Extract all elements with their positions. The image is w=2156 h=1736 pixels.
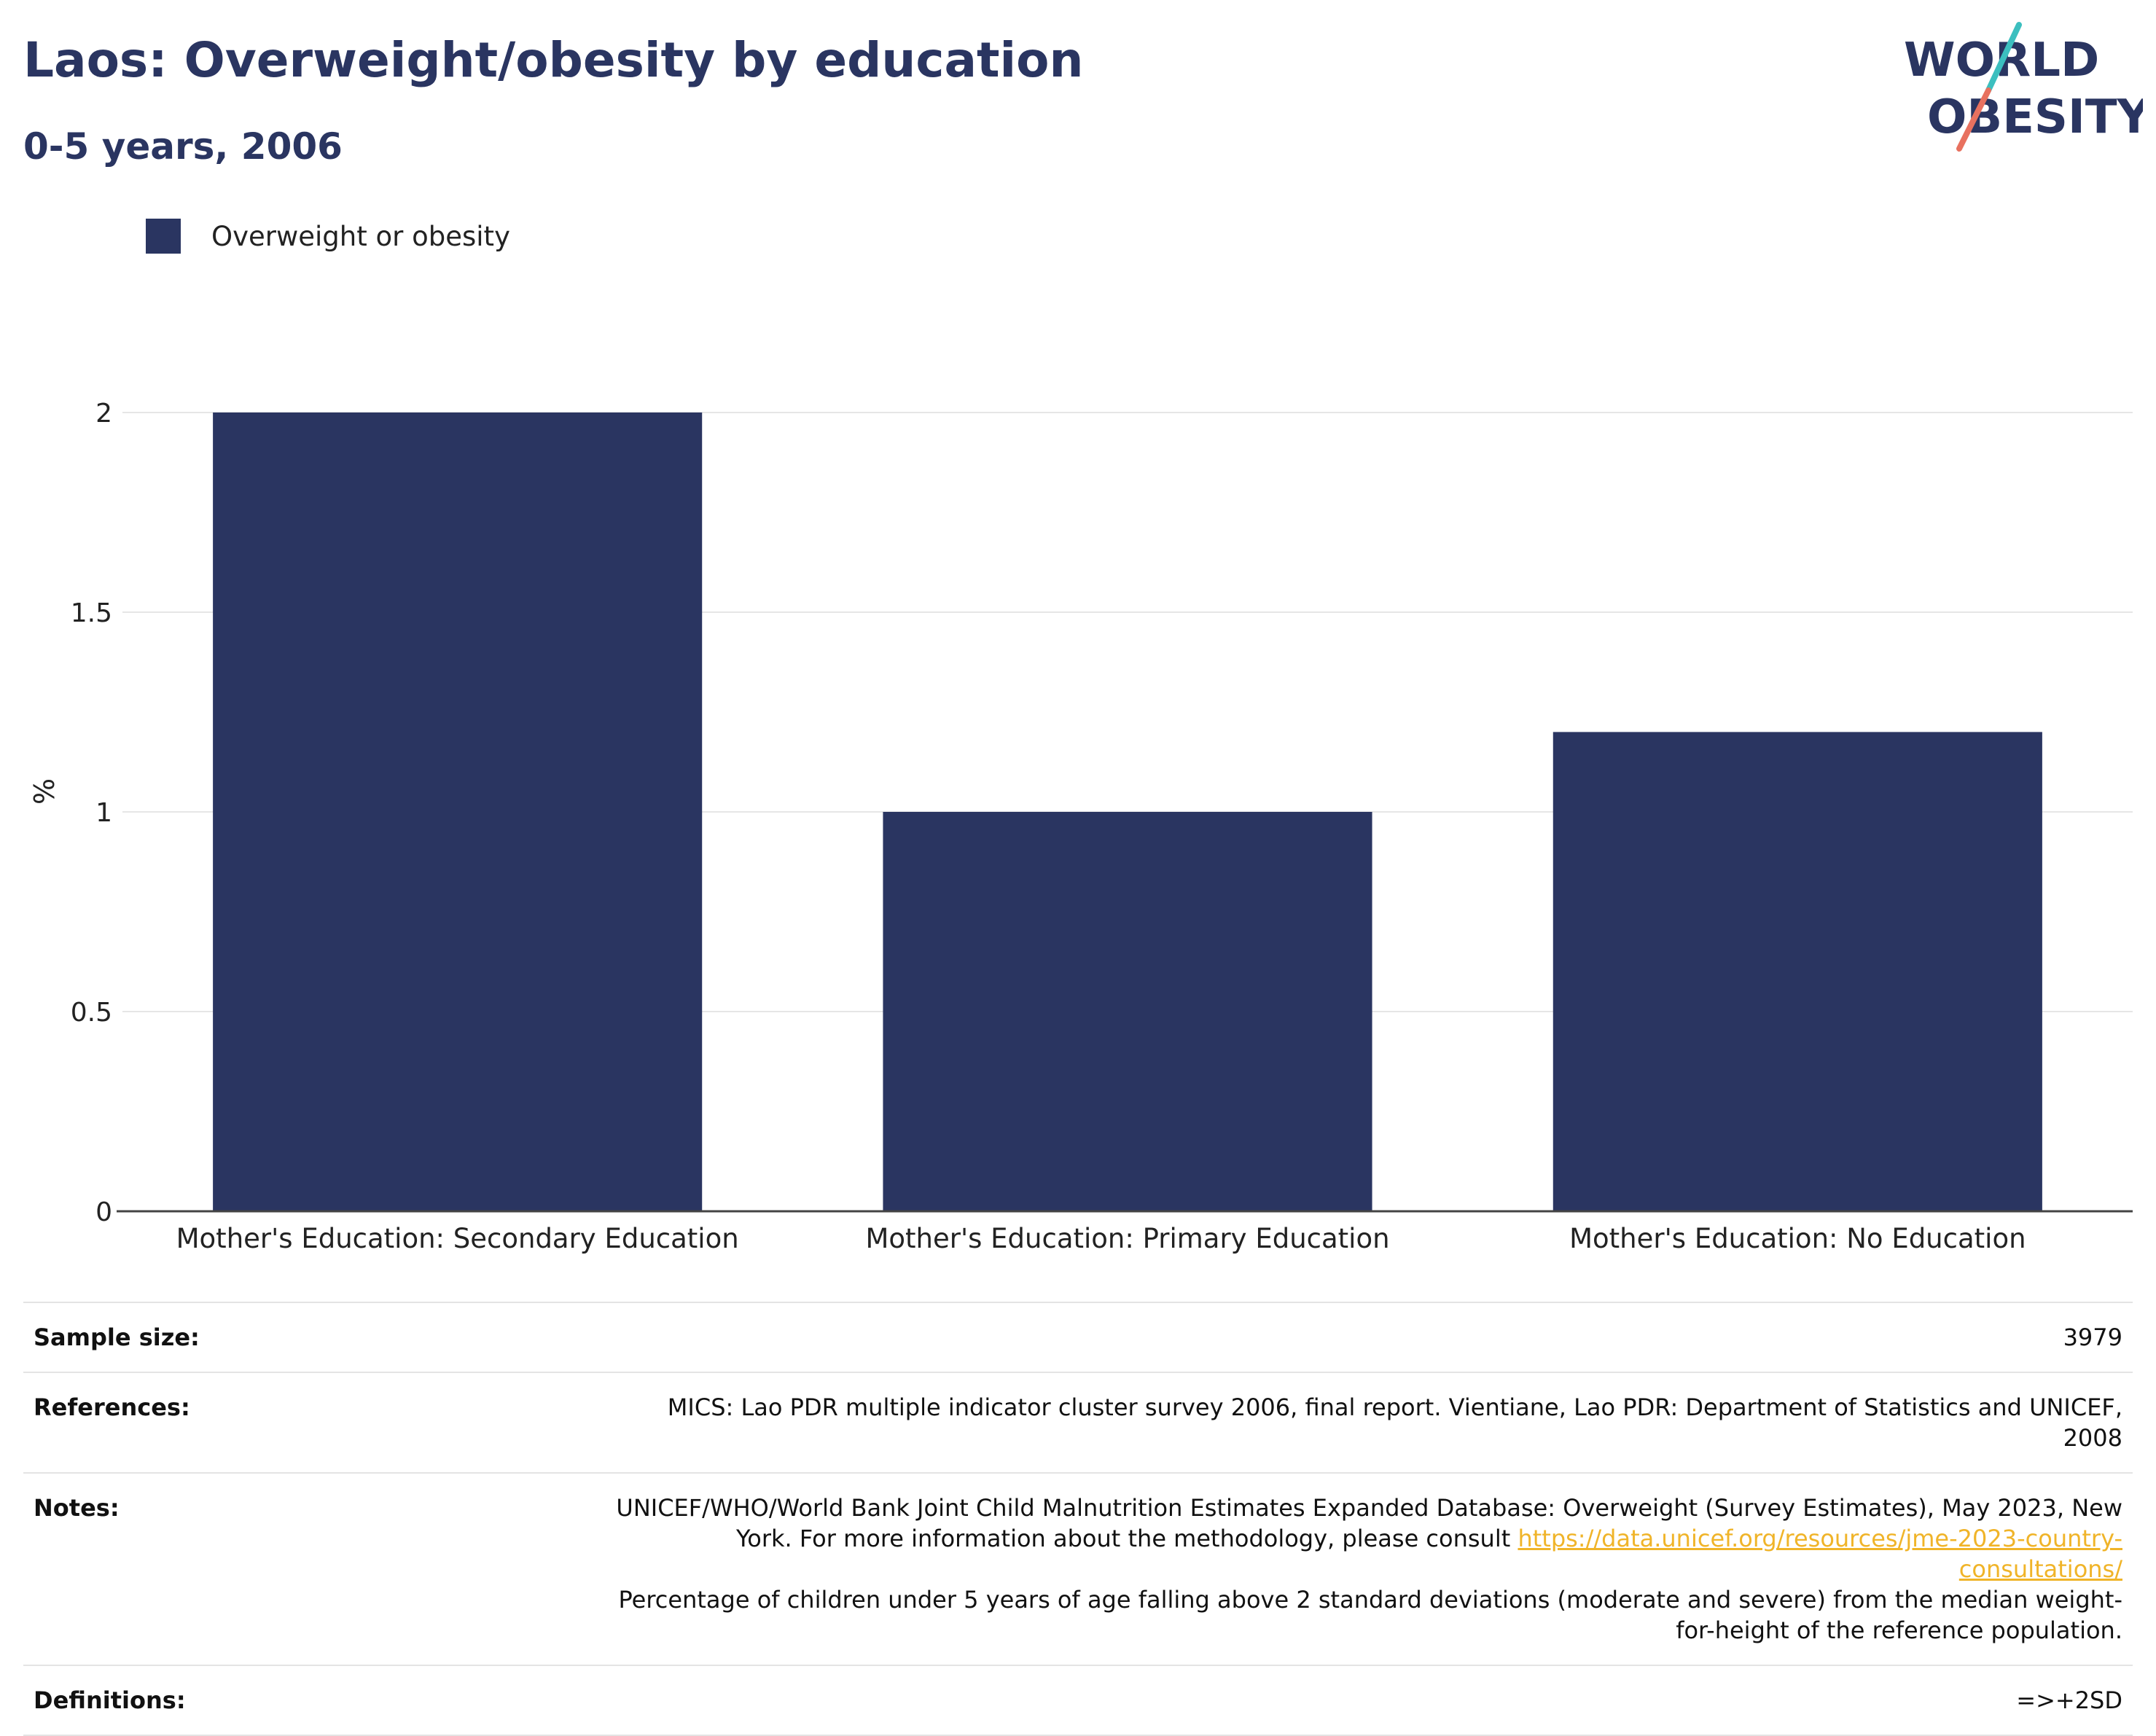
x-tick-label: Mother's Education: Secondary Education: [176, 1223, 739, 1254]
legend-label: Overweight or obesity: [211, 220, 510, 252]
bar: [883, 812, 1372, 1211]
definitions-row: Definitions: =>+2SD: [23, 1665, 2133, 1736]
sample-size-label: Sample size:: [34, 1323, 200, 1351]
bar: [213, 413, 703, 1211]
definitions-label: Definitions:: [34, 1686, 186, 1714]
info-table: Sample size: 3979 References: MICS: Lao …: [23, 1302, 2133, 1736]
bar: [1552, 732, 2042, 1211]
references-label: References:: [34, 1393, 190, 1421]
bars: [213, 413, 2042, 1211]
y-axis-title: %: [28, 778, 60, 805]
notes-text-post: Percentage of children under 5 years of …: [618, 1586, 2123, 1644]
world-obesity-logo: WORLD OBESITY: [1904, 22, 2143, 152]
references-value: MICS: Lao PDR multiple indicator cluster…: [667, 1393, 2122, 1452]
notes-link[interactable]: https://data.unicef.org/resources/jme-20…: [1518, 1525, 2122, 1583]
y-tick-label: 0: [95, 1197, 112, 1227]
axes: 0 0.5 1 1.5 2 Mother's Education: Secondary E…: [71, 399, 2133, 1254]
legend-swatch: [146, 219, 181, 254]
x-tick-label: Mother's Education: Primary Education: [865, 1223, 1389, 1254]
bar-chart: 0 0.5 1 1.5 2 Mother's Education: Secondary E…: [28, 399, 2133, 1254]
y-tick-label: 1: [95, 798, 112, 828]
sample-size-row: Sample size: 3979: [23, 1302, 2133, 1372]
logo-slash-bottom: [1956, 87, 1991, 152]
notes-text-pre: UNICEF/WHO/World Bank Joint Child Malnut…: [616, 1494, 2122, 1552]
notes-label: Notes:: [34, 1494, 120, 1522]
chart-subtitle: 0-5 years, 2006: [23, 125, 343, 168]
legend: Overweight or obesity: [146, 216, 510, 257]
y-tick-label: 1.5: [71, 598, 112, 628]
notes-value: UNICEF/WHO/World Bank Joint Child Malnut…: [606, 1493, 2122, 1646]
y-tick-label: 2: [95, 399, 112, 429]
notes-row: Notes: UNICEF/WHO/World Bank Joint Child…: [23, 1472, 2133, 1665]
definitions-value: =>+2SD: [2016, 1686, 2122, 1714]
sample-size-value: 3979: [2063, 1323, 2122, 1351]
references-row: References: MICS: Lao PDR multiple indic…: [23, 1372, 2133, 1472]
x-tick-label: Mother's Education: No Education: [1569, 1223, 2026, 1254]
chart-title: Laos: Overweight/obesity by education: [23, 32, 1084, 88]
logo-slash-top: [1985, 22, 2022, 93]
y-tick-label: 0.5: [71, 998, 112, 1028]
